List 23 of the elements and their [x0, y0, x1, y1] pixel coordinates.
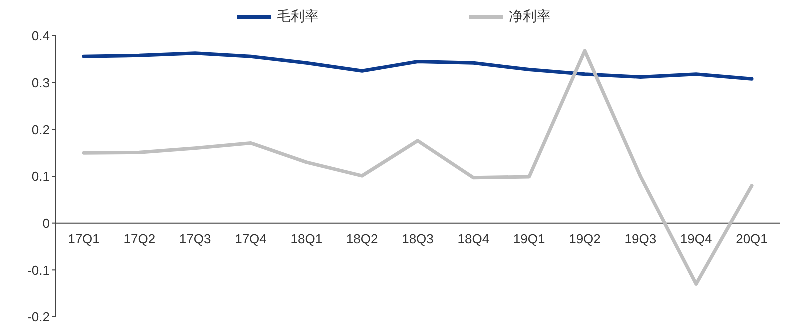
y-tick-label: 0.1 [32, 169, 50, 184]
line-series [82, 52, 754, 81]
y-tick-label: 0.4 [32, 28, 50, 44]
x-tick-label: 19Q1 [513, 231, 546, 246]
x-tick-label: 19Q4 [680, 231, 712, 246]
x-tick-label: 17Q4 [235, 231, 267, 246]
y-tick-label: 0.2 [32, 122, 50, 138]
x-tick-label: 17Q2 [124, 231, 156, 246]
y-tick-label: -0.2 [28, 310, 50, 325]
y-tick-label: 0.3 [32, 75, 50, 90]
x-tick-label: 18Q1 [290, 231, 323, 246]
y-tick-label: -0.1 [28, 262, 50, 278]
x-tick-label: 18Q2 [346, 231, 378, 246]
legend-label: 净利率 [509, 8, 551, 26]
legend-label: 毛利率 [277, 8, 319, 26]
x-tick-label: 17Q3 [179, 231, 212, 246]
x-tick-label: 18Q4 [458, 231, 490, 246]
x-tick-label: 19Q2 [569, 231, 601, 246]
x-tick-label: 20Q1 [736, 231, 768, 246]
x-tick-label: 19Q3 [624, 231, 657, 246]
x-tick-label: 18Q3 [402, 231, 434, 246]
y-tick-label: 0 [42, 216, 50, 231]
x-tick-label: 17Q1 [68, 231, 100, 246]
